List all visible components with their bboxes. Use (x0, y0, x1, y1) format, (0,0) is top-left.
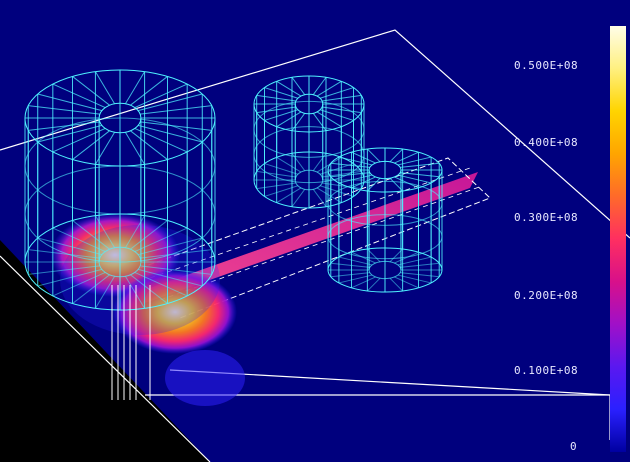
colorbar-tick-label: 0.100E+08 (514, 364, 579, 377)
field-intensity (50, 213, 245, 406)
resonator-cylinder-front (327, 147, 443, 293)
colorbar-tick-label: 0.300E+08 (514, 211, 579, 224)
resonator-cylinder-large (24, 69, 216, 311)
colorbar-tick-label: 0 (570, 440, 578, 453)
color-scale-bar (610, 26, 626, 452)
feed-probe (111, 285, 151, 400)
colorbar-tick-label: 0.200E+08 (514, 289, 579, 302)
resonator-cylinder-back (253, 75, 365, 209)
colorbar-tick-label: 0.400E+08 (514, 136, 579, 149)
colorbar-tick-label: 0.500E+08 (514, 59, 579, 72)
